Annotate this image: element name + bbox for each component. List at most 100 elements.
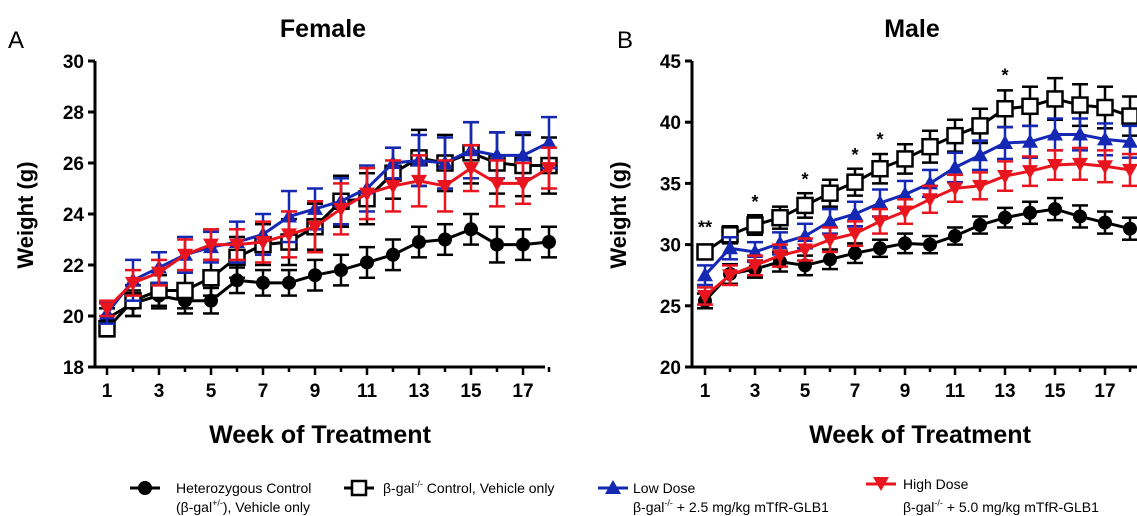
series-line xyxy=(704,97,1131,254)
female-x-tick-label: 7 xyxy=(258,381,269,402)
data-point xyxy=(255,236,271,251)
significance-marker: * xyxy=(876,129,883,149)
male-x-tick-label: 1 xyxy=(700,381,711,402)
female-x-tick-label: 9 xyxy=(310,381,321,402)
data-point xyxy=(541,162,557,177)
data-point xyxy=(1072,157,1088,172)
male-x-tick-label: 5 xyxy=(800,381,811,402)
data-point xyxy=(696,243,714,261)
female-y-tick-label: 24 xyxy=(63,205,85,226)
male-x-tick-label: 15 xyxy=(1044,381,1066,402)
significance-marker: * xyxy=(801,170,808,190)
legend-triangle-down-marker xyxy=(873,477,889,491)
male-y-tick-label: 35 xyxy=(660,174,682,195)
data-point xyxy=(871,159,889,178)
data-point xyxy=(412,235,426,250)
legend-item-high-dose: High Dose β-gal-/- + 5.0 mg/kg mTfR-GLB1 xyxy=(866,476,1099,515)
female-x-tick-label: 15 xyxy=(460,381,482,402)
data-point xyxy=(923,237,937,252)
data-point xyxy=(972,147,988,162)
data-point xyxy=(946,126,964,145)
significance-marker: * xyxy=(1001,66,1008,86)
data-point xyxy=(798,258,812,273)
data-point xyxy=(873,241,887,256)
female-x-tick-label: 1 xyxy=(102,381,113,402)
data-point xyxy=(203,238,219,253)
data-point xyxy=(411,174,427,189)
series-line xyxy=(703,207,1131,302)
male-x-tick-label: 3 xyxy=(750,381,761,402)
data-point xyxy=(360,255,374,270)
data-point xyxy=(846,173,864,191)
legend-het-line2: (β-gal+/-), Vehicle only xyxy=(176,498,310,515)
data-point xyxy=(947,159,963,174)
data-point xyxy=(515,147,531,162)
significance-marker: * xyxy=(851,145,858,165)
data-point xyxy=(151,266,167,281)
data-point xyxy=(697,290,713,305)
series-line xyxy=(106,227,550,320)
male-x-tick-label: 11 xyxy=(945,381,966,402)
female-series-high xyxy=(99,143,557,318)
data-point xyxy=(1046,90,1064,108)
legend-high-line2: β-gal-/- + 5.0 mg/kg mTfR-GLB1 xyxy=(903,498,1099,515)
female-y-axis-label: Weight (g) xyxy=(13,161,38,268)
significance-marker: ** xyxy=(698,217,712,237)
data-point xyxy=(1097,131,1113,146)
data-point xyxy=(1048,202,1062,217)
male-x-tick-label: 9 xyxy=(900,381,911,402)
male-x-tick-label: 13 xyxy=(994,381,1015,402)
data-point xyxy=(1121,107,1137,125)
legend-item-heterozygous: Heterozygous Control (β-gal+/-), Vehicle… xyxy=(130,480,311,515)
data-point xyxy=(204,293,218,308)
legend-low-line1: Low Dose xyxy=(633,480,695,496)
data-point xyxy=(1123,221,1137,236)
data-point xyxy=(464,222,478,237)
data-point xyxy=(772,249,788,264)
data-point xyxy=(202,269,220,287)
legend-ctrl-line1: β-gal-/- Control, Vehicle only xyxy=(383,479,554,496)
data-point xyxy=(822,213,838,228)
data-point xyxy=(463,162,479,177)
significance-marker: * xyxy=(751,192,758,212)
female-chart-title: Female xyxy=(280,15,366,43)
male-y-axis-label: Weight (g) xyxy=(606,161,631,268)
data-point xyxy=(722,240,738,255)
male-series-high xyxy=(697,146,1137,306)
data-point xyxy=(922,193,938,208)
data-point xyxy=(438,232,452,247)
male-y-tick-label: 25 xyxy=(660,297,682,318)
female-y-tick-label: 28 xyxy=(63,103,84,124)
data-point xyxy=(386,247,400,262)
data-point xyxy=(996,99,1014,118)
male-series-ctrl xyxy=(696,76,1137,261)
data-point xyxy=(1047,159,1063,174)
data-point xyxy=(334,263,348,278)
female-x-tick-label: 17 xyxy=(512,381,533,402)
female-x-axis-label: Week of Treatment xyxy=(209,421,432,449)
data-point xyxy=(897,205,913,220)
female-plot-area xyxy=(98,115,558,338)
data-point xyxy=(896,150,914,168)
series-line xyxy=(704,162,1131,298)
data-point xyxy=(1098,215,1112,230)
data-point xyxy=(489,177,505,192)
data-point xyxy=(282,275,296,290)
panel-letter-a: A xyxy=(8,27,24,54)
data-point xyxy=(847,227,863,242)
data-point xyxy=(176,281,194,300)
female-x-tick-label: 5 xyxy=(206,381,217,402)
data-point xyxy=(746,216,764,234)
data-point xyxy=(256,275,270,290)
data-point xyxy=(515,177,531,192)
data-point xyxy=(872,194,888,209)
data-point xyxy=(947,182,963,197)
data-point xyxy=(821,184,839,202)
data-point xyxy=(125,276,141,291)
legend-high-line1: High Dose xyxy=(903,476,969,492)
data-point xyxy=(1047,126,1063,141)
female-x-tick-label: 11 xyxy=(357,381,378,402)
data-point xyxy=(872,215,888,230)
